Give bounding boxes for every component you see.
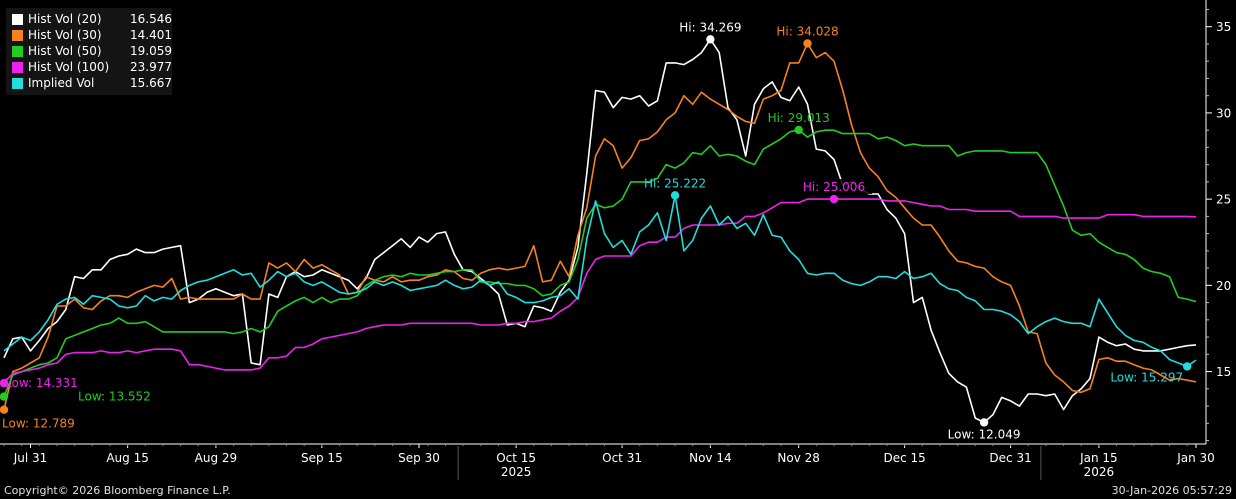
- chart-legend: Hist Vol (20) 16.546 Hist Vol (30) 14.40…: [6, 8, 172, 95]
- legend-value: 14.401: [130, 28, 172, 42]
- x-tick-label: Sep 15: [301, 451, 343, 465]
- legend-label: Hist Vol (50): [28, 44, 102, 58]
- annotation-label: Hi: 29.013: [768, 111, 830, 125]
- year-label: 2025: [501, 465, 532, 479]
- annotation-marker: [794, 125, 803, 135]
- annotation-marker: [803, 39, 812, 48]
- annotation-label: Hi: 34.269: [679, 20, 741, 34]
- y-tick-label: 35: [1216, 20, 1231, 34]
- x-tick-label: Dec 31: [989, 451, 1031, 465]
- annotation-marker: [1182, 362, 1192, 371]
- legend-item-hist-vol-100[interactable]: Hist Vol (100) 23.977: [12, 59, 172, 75]
- x-tick-label: Aug 29: [195, 451, 238, 465]
- x-tick-label: Jan 15: [1079, 451, 1118, 465]
- y-tick-label: 20: [1216, 279, 1231, 293]
- annotation-marker: [670, 191, 680, 200]
- legend-value: 19.059: [130, 44, 172, 58]
- series-line-1: [3, 42, 1197, 410]
- annotation-marker: [979, 418, 989, 427]
- x-tick-label: Nov 28: [777, 451, 820, 465]
- copyright-text: Copyright© 2026 Bloomberg Finance L.P.: [4, 484, 231, 497]
- legend-label: Implied Vol: [28, 76, 95, 90]
- x-tick-label: Oct 31: [602, 451, 642, 465]
- series-line-4: [3, 194, 1197, 368]
- legend-item-hist-vol-50[interactable]: Hist Vol (50) 19.059: [12, 43, 172, 59]
- x-tick-label: Oct 15: [496, 451, 536, 465]
- legend-swatch: [12, 77, 23, 89]
- series-line-2: [3, 129, 1197, 397]
- legend-label: Hist Vol (30): [28, 28, 102, 42]
- legend-label: Hist Vol (20): [28, 12, 102, 26]
- x-tick-label: Nov 14: [689, 451, 732, 465]
- annotation-label: Low: 14.331: [5, 376, 78, 390]
- legend-item-implied-vol[interactable]: Implied Vol 15.667: [12, 75, 172, 91]
- annotation-markers: Hi: 34.269 Hi: 34.028 Hi: 29.013 Hi: 25.006…: [0, 20, 1192, 441]
- annotation-label: Low: 15.297: [1110, 370, 1183, 384]
- legend-swatch: [12, 45, 23, 57]
- x-tick-label: Jul 31: [13, 451, 48, 465]
- year-label: 2026: [1084, 465, 1115, 479]
- annotation-marker: [829, 194, 839, 204]
- legend-swatch: [12, 29, 23, 41]
- x-tick-label: Sep 30: [398, 451, 440, 465]
- annotation-marker: [706, 35, 715, 44]
- legend-label: Hist Vol (100): [28, 60, 110, 74]
- annotation-label-bg: [795, 179, 872, 195]
- annotation-label: Low: 12.789: [2, 417, 75, 431]
- annotation-label: Low: 12.049: [948, 427, 1021, 441]
- annotation-label: Hi: 25.006: [803, 180, 865, 194]
- annotation-label: Low: 13.552: [78, 390, 151, 404]
- series-line-0: [3, 38, 1197, 424]
- legend-swatch: [12, 61, 23, 73]
- y-tick-label: 25: [1216, 193, 1231, 207]
- timestamp-text: 30-Jan-2026 05:57:29: [1111, 484, 1232, 497]
- annotation-marker: [0, 392, 9, 401]
- legend-item-hist-vol-20[interactable]: Hist Vol (20) 16.546: [12, 11, 172, 27]
- y-tick-label: 15: [1216, 365, 1231, 379]
- x-tick-label: Aug 15: [106, 451, 149, 465]
- annotation-marker: [0, 378, 9, 388]
- legend-swatch: [12, 13, 23, 25]
- annotation-label: Hi: 34.028: [776, 24, 838, 38]
- legend-value: 23.977: [130, 60, 172, 74]
- series-lines: [3, 38, 1197, 424]
- x-tick-label: Dec 15: [883, 451, 925, 465]
- annotation-label: Hi: 25.222: [644, 176, 706, 190]
- y-tick-label: 30: [1216, 106, 1231, 120]
- legend-item-hist-vol-30[interactable]: Hist Vol (30) 14.401: [12, 27, 172, 43]
- x-tick-label: Jan 30: [1176, 451, 1215, 465]
- series-line-3: [3, 198, 1197, 384]
- legend-value: 15.667: [130, 76, 172, 90]
- legend-value: 16.546: [130, 12, 172, 26]
- annotation-marker: [0, 405, 9, 414]
